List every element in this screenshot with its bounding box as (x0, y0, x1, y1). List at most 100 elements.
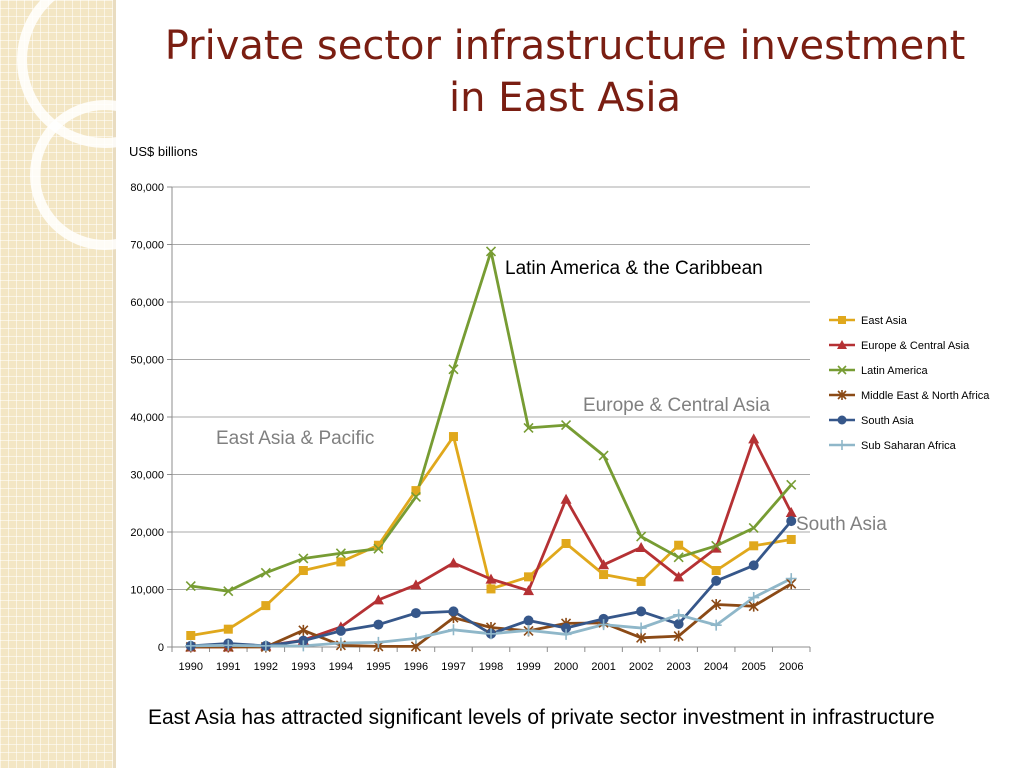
y-tick-label: 70,000 (130, 240, 164, 252)
data-point (837, 340, 847, 349)
x-tick-label: 1993 (291, 661, 315, 673)
data-point (748, 560, 759, 571)
legend-label: Latin America (861, 365, 929, 377)
y-tick-label: 80,000 (130, 182, 164, 194)
data-point (448, 606, 459, 617)
data-point (598, 559, 610, 570)
decorative-ring-large (17, 0, 193, 148)
data-point (635, 542, 647, 553)
data-point (222, 639, 234, 651)
data-point (560, 419, 572, 431)
data-point (523, 585, 535, 596)
data-point (598, 619, 610, 631)
gridlines (172, 186, 810, 590)
data-point (560, 628, 572, 640)
x-tick-label: 1992 (254, 661, 278, 673)
y-tick-label: 30,000 (130, 470, 164, 482)
data-point (373, 619, 384, 630)
data-point (710, 619, 722, 631)
data-point (448, 432, 458, 442)
data-point (786, 534, 796, 544)
data-point (447, 557, 459, 568)
data-point (711, 575, 722, 586)
data-point (485, 573, 497, 584)
data-point (410, 491, 422, 502)
data-point (673, 630, 684, 642)
x-tick-label: 2005 (741, 661, 765, 673)
data-point (410, 579, 422, 590)
data-point (261, 601, 271, 611)
data-point (410, 608, 421, 619)
data-point (837, 440, 847, 450)
data-point (297, 640, 309, 652)
data-point (560, 493, 572, 504)
y-tick-label: 60,000 (130, 297, 164, 309)
y-tick-label: 0 (158, 642, 164, 654)
data-point (710, 542, 722, 553)
axes: 0 10,000 20,000 30,000 40,000 50,000 60,000 70,… (130, 182, 811, 673)
y-axis-label: US$ billions (129, 144, 198, 159)
data-point (837, 390, 847, 400)
legend-label: Sub Saharan Africa (861, 440, 957, 452)
data-point (636, 576, 646, 586)
data-point (749, 541, 759, 551)
data-point (373, 543, 384, 554)
data-point (785, 506, 797, 517)
annotation-east-asia: East Asia & Pacific (216, 428, 374, 449)
x-tick-label: 1991 (216, 661, 240, 673)
data-point (223, 586, 234, 597)
side-band-edge (113, 0, 116, 768)
series-markers-group (185, 246, 797, 597)
data-point (837, 415, 847, 425)
data-point (523, 615, 534, 626)
decorative-ring-small (30, 100, 180, 250)
data-point (636, 531, 647, 542)
data-point (524, 572, 534, 582)
x-tick-label: 2000 (554, 661, 578, 673)
data-point (447, 624, 459, 636)
data-point (636, 632, 647, 644)
data-point (786, 516, 797, 527)
decorative-circles (17, 0, 193, 250)
data-point (372, 636, 384, 648)
data-point (674, 540, 684, 550)
data-point (673, 609, 685, 621)
slide-caption: East Asia has attracted significant leve… (148, 706, 935, 729)
data-point (335, 548, 346, 559)
series-markers-group (186, 432, 796, 640)
data-point (748, 592, 760, 604)
data-point (711, 540, 722, 551)
x-tick-label: 2004 (704, 661, 728, 673)
data-point (186, 631, 196, 640)
annotation-europe: Europe & Central Asia (583, 395, 770, 416)
series-markers-group (185, 433, 797, 652)
data-point (598, 613, 609, 624)
data-point (298, 566, 308, 576)
data-point (837, 365, 847, 375)
series-markers-group (185, 573, 797, 652)
data-point (260, 567, 271, 578)
data-point (523, 624, 535, 636)
page-title: Private sector infrastructure investment… (164, 23, 966, 121)
data-point (372, 594, 384, 605)
x-tick-label: 1998 (479, 661, 503, 673)
data-point (673, 571, 685, 582)
data-point (185, 580, 196, 592)
x-tick-label: 2003 (666, 661, 690, 673)
legend-label: East Asia (861, 315, 908, 327)
x-tick-label: 2006 (779, 661, 803, 673)
data-point (185, 640, 197, 652)
annotation-latin-america: Latin America & the Caribbean (505, 258, 763, 279)
data-point (336, 557, 346, 567)
data-point (786, 479, 797, 490)
data-point (785, 573, 797, 585)
data-point (223, 624, 233, 634)
y-tick-label: 40,000 (130, 412, 164, 424)
data-point (335, 625, 346, 636)
x-tick-label: 1996 (404, 661, 428, 673)
data-point (561, 623, 572, 634)
legend-label: Middle East & North Africa (861, 390, 990, 402)
data-point (748, 433, 760, 444)
data-point (635, 622, 647, 634)
data-point (486, 584, 496, 594)
